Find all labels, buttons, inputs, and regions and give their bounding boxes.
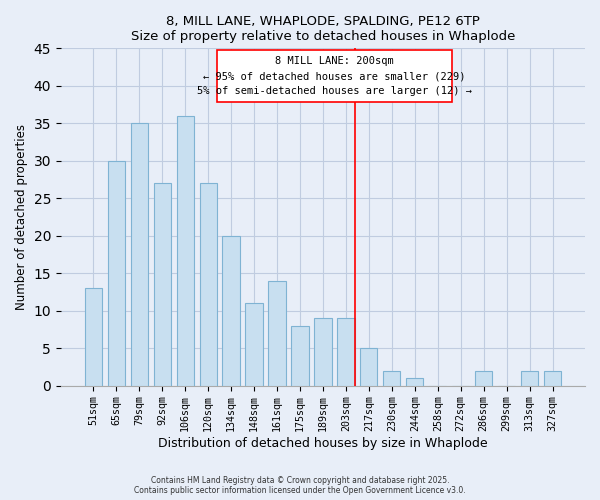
- Text: ← 95% of detached houses are smaller (229): ← 95% of detached houses are smaller (22…: [203, 71, 466, 81]
- Text: Contains HM Land Registry data © Crown copyright and database right 2025.
Contai: Contains HM Land Registry data © Crown c…: [134, 476, 466, 495]
- Bar: [107, 161, 125, 386]
- Bar: [521, 370, 538, 386]
- Text: 8 MILL LANE: 200sqm: 8 MILL LANE: 200sqm: [275, 56, 394, 66]
- Y-axis label: Number of detached properties: Number of detached properties: [15, 124, 28, 310]
- Bar: [314, 318, 332, 386]
- Bar: [154, 184, 171, 386]
- Title: 8, MILL LANE, WHAPLODE, SPALDING, PE12 6TP
Size of property relative to detached: 8, MILL LANE, WHAPLODE, SPALDING, PE12 6…: [131, 15, 515, 43]
- Bar: [200, 184, 217, 386]
- Bar: [223, 236, 240, 386]
- Bar: [544, 370, 561, 386]
- Bar: [245, 303, 263, 386]
- Bar: [85, 288, 102, 386]
- Text: 5% of semi-detached houses are larger (12) →: 5% of semi-detached houses are larger (1…: [197, 86, 472, 96]
- Bar: [360, 348, 377, 386]
- Bar: [176, 116, 194, 386]
- Bar: [337, 318, 355, 386]
- Bar: [131, 124, 148, 386]
- Bar: [475, 370, 492, 386]
- Bar: [268, 281, 286, 386]
- Bar: [383, 370, 400, 386]
- FancyBboxPatch shape: [217, 50, 452, 102]
- X-axis label: Distribution of detached houses by size in Whaplode: Distribution of detached houses by size …: [158, 437, 488, 450]
- Bar: [292, 326, 308, 386]
- Bar: [406, 378, 424, 386]
